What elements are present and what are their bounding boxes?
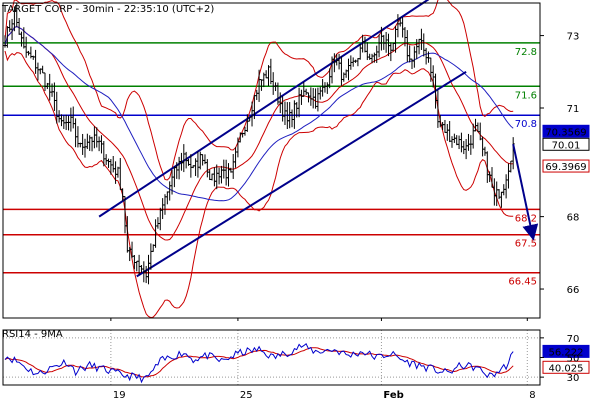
price-tag-label: 56.222 bbox=[549, 347, 584, 358]
y-tick-label: 73 bbox=[567, 32, 580, 43]
rsi-y-tick-label: 50 bbox=[567, 354, 580, 365]
price-tag-label: 69.3969 bbox=[545, 162, 586, 173]
level-label: 68.2 bbox=[515, 213, 537, 224]
x-tick-label: 19 bbox=[113, 390, 126, 400]
y-tick-label: 68 bbox=[567, 213, 580, 224]
price-bars bbox=[3, 2, 515, 285]
chart-overlays: 70.3569 70.01 69.3969 bbox=[512, 124, 590, 241]
price-tag-box bbox=[542, 344, 590, 358]
x-tick-label: 25 bbox=[240, 390, 253, 400]
price-tag-box bbox=[542, 159, 590, 173]
level-label: 70.8 bbox=[515, 119, 537, 130]
price-tag-label: 70.3569 bbox=[545, 127, 586, 138]
rsi-title: RSI14 - 9MA bbox=[2, 329, 63, 340]
level-label: 72.8 bbox=[515, 47, 537, 58]
price-tag-box bbox=[542, 137, 590, 151]
price-tag-label: 70.01 bbox=[552, 140, 581, 151]
x-tick-label: 8 bbox=[529, 390, 535, 400]
bollinger-lower bbox=[4, 50, 514, 319]
price-tag-box bbox=[542, 360, 590, 374]
trend-channel-lower bbox=[136, 70, 467, 278]
y-tick-label: 71 bbox=[567, 104, 580, 115]
y-tick-label: 66 bbox=[567, 285, 580, 296]
rsi-panel: 56.222 40.025 bbox=[4, 343, 590, 384]
price-tag-box bbox=[542, 124, 590, 138]
rsi-y-tick-label: 30 bbox=[567, 373, 580, 384]
axes: 66 68 71 73 30 50 70 19 25 Feb 8 bbox=[2, 2, 580, 400]
level-label: 67.5 bbox=[515, 239, 537, 250]
level-label: 71.6 bbox=[515, 90, 537, 101]
forecast-arrow bbox=[512, 143, 539, 241]
trend-channel-upper bbox=[98, 0, 430, 218]
rsi-y-tick-label: 70 bbox=[567, 334, 580, 345]
main-frame bbox=[2, 2, 541, 319]
trend-channel bbox=[98, 0, 467, 278]
level-label: 66.45 bbox=[508, 277, 537, 288]
chart-title: TARGET CORP - 30min - 22:35:10 (UTC+2) bbox=[1, 4, 214, 15]
bollinger-middle bbox=[4, 26, 514, 241]
level-lines: 72.8 71.6 70.8 68.2 67.5 66.45 bbox=[3, 42, 540, 288]
x-tick-label: Feb bbox=[383, 390, 403, 400]
price-tag-label: 40.025 bbox=[549, 363, 584, 374]
rsi-line bbox=[4, 343, 514, 384]
